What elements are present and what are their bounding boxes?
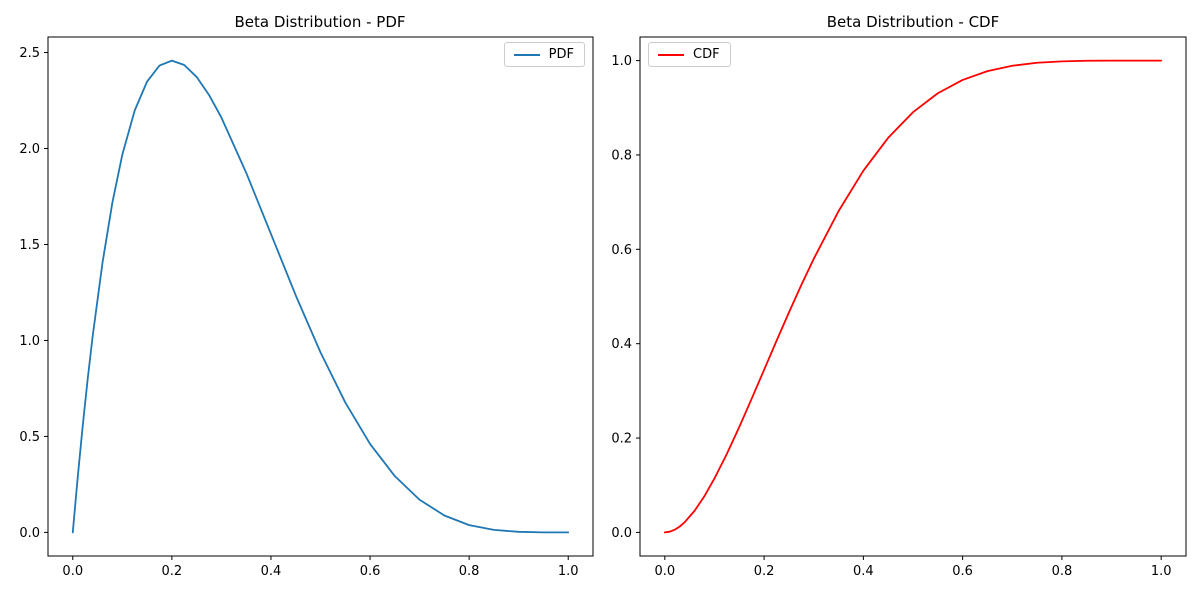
cdf-curve — [663, 59, 1163, 534]
y-tick-label: 1.0 — [19, 334, 40, 349]
cdf-chart: Beta Distribution - CDF 0.0 0.2 0.4 0.6 0.8 1… — [600, 0, 1200, 600]
cdf-plot-area: Beta Distribution - CDF 0.0 0.2 0.4 0.6 0.8 1… — [611, 13, 1187, 579]
cdf-chart-title: Beta Distribution - CDF — [827, 13, 999, 31]
pdf-legend-label: PDF — [548, 47, 574, 62]
x-tick-label: 1.0 — [1151, 564, 1172, 579]
pdf-plot-area: Beta Distribution - PDF 0.0 0.2 0.4 0.6 0.8 1… — [19, 13, 594, 579]
x-tick-label: 0.4 — [261, 564, 282, 579]
x-tick-label: 1.0 — [558, 564, 579, 579]
plot-frame — [639, 36, 1187, 557]
x-tick-label: 0.8 — [1052, 564, 1073, 579]
x-tick-label: 0.6 — [360, 564, 381, 579]
y-tick-label: 0.5 — [19, 430, 40, 445]
cdf-legend-line-sample — [658, 53, 684, 56]
pdf-legend: PDF — [503, 42, 585, 67]
x-tick-label: 0.4 — [853, 564, 874, 579]
x-tick-label: 0.0 — [654, 564, 675, 579]
cdf-legend: CDF — [648, 42, 731, 67]
pdf-legend-line-sample — [513, 53, 540, 56]
y-tick-label: 1.0 — [611, 54, 632, 69]
y-tick-label: 1.5 — [19, 238, 40, 253]
plot-frame — [47, 36, 594, 557]
x-tick-label: 0.0 — [62, 564, 83, 579]
y-tick-label: 0.4 — [611, 337, 632, 352]
y-tick-label: 0.0 — [19, 526, 40, 541]
x-tick-label: 0.2 — [754, 564, 775, 579]
x-tick-label: 0.2 — [162, 564, 183, 579]
y-tick-label: 2.5 — [19, 46, 40, 61]
x-tick-label: 0.6 — [952, 564, 973, 579]
y-tick-label: 0.2 — [611, 432, 632, 447]
y-tick-label: 2.0 — [19, 142, 40, 157]
y-tick-label: 0.6 — [611, 243, 632, 258]
cdf-legend-label: CDF — [693, 47, 720, 62]
pdf-chart: Beta Distribution - PDF 0.0 0.2 0.4 0.6 0.8 1… — [19, 13, 594, 579]
x-tick-label: 0.8 — [459, 564, 480, 579]
pdf-curve — [71, 59, 570, 534]
y-tick-label: 0.0 — [611, 526, 632, 541]
y-tick-label: 0.8 — [611, 148, 632, 163]
pdf-chart-title: Beta Distribution - PDF — [234, 13, 405, 31]
